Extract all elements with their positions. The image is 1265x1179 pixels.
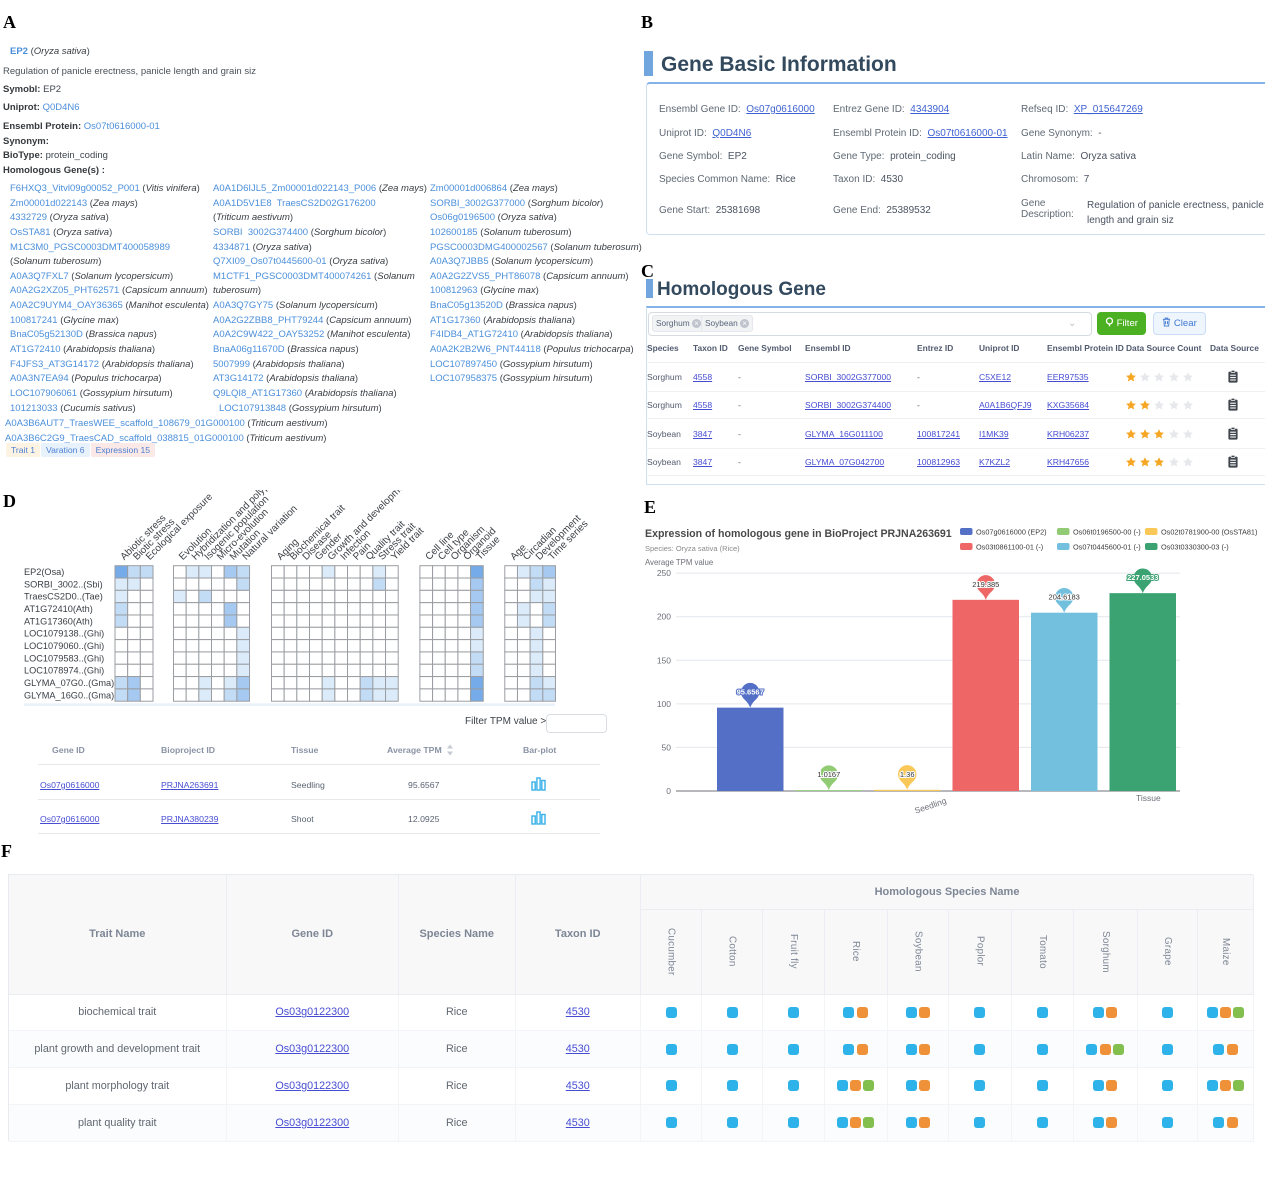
svg-text:Tissue: Tissue xyxy=(1136,793,1161,803)
svg-text:Seedling: Seedling xyxy=(913,795,948,813)
svg-text:100: 100 xyxy=(657,699,671,709)
svg-text:1.0167: 1.0167 xyxy=(817,770,840,779)
svg-text:1.36: 1.36 xyxy=(900,770,915,779)
svg-text:EP2(Osa): EP2(Osa) xyxy=(24,567,64,577)
svg-text:LOC1079583..(Ghi): LOC1079583..(Ghi) xyxy=(24,653,104,663)
svg-text:0: 0 xyxy=(666,786,671,796)
svg-text:95.6567: 95.6567 xyxy=(737,688,764,697)
svg-text:AT1G72410(Ath): AT1G72410(Ath) xyxy=(24,604,93,614)
svg-text:50: 50 xyxy=(662,742,672,752)
svg-text:150: 150 xyxy=(657,655,671,665)
svg-text:GLYMA_16G0..(Gma): GLYMA_16G0..(Gma) xyxy=(24,690,114,700)
svg-text:Os02t0781900-00 (OsSTA81): Os02t0781900-00 (OsSTA81) xyxy=(1161,528,1257,537)
svg-text:Os03t0330300-03 (-): Os03t0330300-03 (-) xyxy=(1161,543,1229,552)
svg-text:GLYMA_07G0..(Gma): GLYMA_07G0..(Gma) xyxy=(24,678,114,688)
svg-text:200: 200 xyxy=(657,612,671,622)
svg-text:Os07g0616000 (EP2): Os07g0616000 (EP2) xyxy=(976,528,1047,537)
svg-text:LOC1078974..(Ghi): LOC1078974..(Ghi) xyxy=(24,666,104,676)
svg-text:204.6183: 204.6183 xyxy=(1049,593,1080,602)
svg-text:Os03t0861100-01 (-): Os03t0861100-01 (-) xyxy=(976,543,1043,552)
svg-text:LOC1079060..(Ghi): LOC1079060..(Ghi) xyxy=(24,641,104,651)
svg-text:Os06t0196500-00 (-): Os06t0196500-00 (-) xyxy=(1073,528,1141,537)
svg-text:TraesCS2D0..(Tae): TraesCS2D0..(Tae) xyxy=(24,592,103,602)
svg-text:Expression of homologous gene: Expression of homologous gene in BioProj… xyxy=(645,528,952,540)
svg-text:Species: Oryza sativa (Rice): Species: Oryza sativa (Rice) xyxy=(645,544,740,553)
svg-text:Average TPM value: Average TPM value xyxy=(645,558,713,567)
svg-text:227.0533: 227.0533 xyxy=(1127,573,1158,582)
svg-text:219.385: 219.385 xyxy=(972,580,999,589)
svg-text:SORBI_3002..(Sbi): SORBI_3002..(Sbi) xyxy=(24,579,103,589)
svg-text:LOC1079138..(Ghi): LOC1079138..(Ghi) xyxy=(24,629,104,639)
svg-text:Os07t0445600-01 (-): Os07t0445600-01 (-) xyxy=(1073,543,1141,552)
svg-text:250: 250 xyxy=(657,568,671,578)
svg-text:AT1G17360(Ath): AT1G17360(Ath) xyxy=(24,616,93,626)
